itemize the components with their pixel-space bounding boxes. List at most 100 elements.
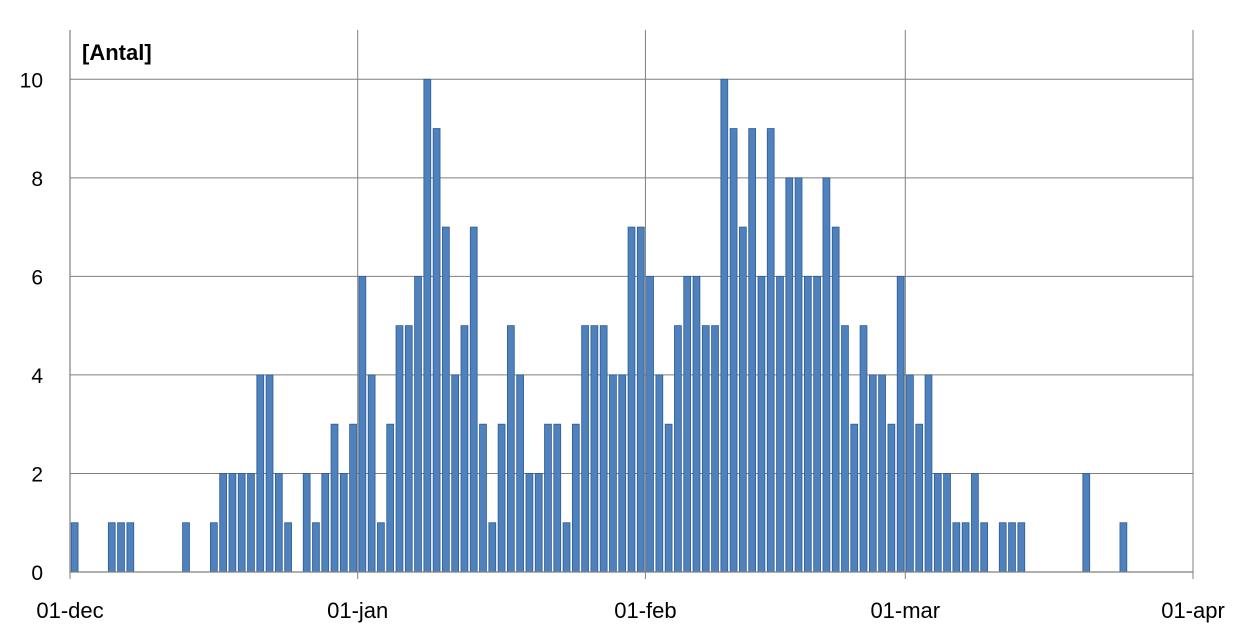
bar: [442, 226, 450, 573]
bar: [182, 522, 190, 573]
bar: [850, 423, 859, 573]
bar: [739, 226, 747, 573]
bar: [655, 374, 664, 573]
bar: [302, 473, 311, 573]
bar: [803, 275, 812, 573]
bar: [395, 325, 404, 573]
y-tick-label: 10: [20, 69, 43, 92]
bar: [627, 226, 636, 573]
bar: [980, 522, 989, 573]
bar: [766, 128, 775, 573]
bar: [674, 325, 682, 573]
bar: [896, 275, 905, 573]
bar: [961, 522, 970, 573]
bar: [321, 473, 330, 573]
bar: [618, 374, 627, 573]
bar: [841, 325, 849, 573]
bar: [339, 473, 348, 573]
bar: [404, 325, 413, 573]
bar: [813, 275, 821, 573]
bar-series: [70, 78, 1128, 573]
bar: [933, 473, 942, 573]
bar: [228, 473, 237, 573]
bar: [367, 374, 376, 573]
bar: [349, 423, 357, 573]
bar: [683, 275, 692, 573]
bar: [906, 374, 914, 573]
bar: [117, 522, 125, 573]
bar: [599, 325, 608, 573]
bar: [1119, 522, 1128, 573]
bar: [720, 78, 729, 573]
bar: [497, 423, 506, 573]
bar: [237, 473, 246, 573]
x-tick-label: 01-feb: [614, 598, 676, 623]
bar: [915, 423, 924, 573]
bar: [785, 177, 794, 573]
y-tick-label: 8: [31, 168, 43, 191]
axes: [69, 30, 1194, 579]
bar: [878, 374, 886, 573]
bar: [553, 423, 562, 573]
bar: [859, 325, 868, 573]
bar: [534, 473, 543, 573]
bar: [460, 325, 469, 573]
x-tick-label: 01-dec: [36, 598, 103, 623]
bar: [757, 275, 766, 573]
bar: [377, 522, 385, 573]
bar: [423, 78, 432, 573]
x-tick-label: 01-apr: [1161, 598, 1225, 623]
bar: [330, 423, 339, 573]
bar: [776, 275, 784, 573]
bar: [831, 226, 840, 573]
bar: [581, 325, 589, 573]
bar: [358, 275, 367, 573]
bar: [507, 325, 515, 573]
x-tick-label: 01-mar: [870, 598, 940, 623]
bar: [488, 522, 497, 573]
bar: [219, 473, 227, 573]
bar: [924, 374, 933, 573]
bar: [1017, 522, 1026, 573]
bar: [525, 473, 534, 573]
bar: [748, 128, 756, 573]
bar: [414, 275, 422, 573]
vertical-gridlines: [357, 30, 1194, 572]
bar: [432, 128, 441, 573]
bar: [247, 473, 255, 573]
bar: [126, 522, 135, 573]
bar: [887, 423, 896, 573]
y-tick-label: 4: [31, 365, 43, 388]
bar: [562, 522, 571, 573]
bar: [971, 473, 979, 573]
bar: [664, 423, 673, 573]
bar: [1082, 473, 1091, 573]
bar: [701, 325, 710, 573]
bar: [822, 177, 831, 573]
bar: [107, 522, 116, 573]
bar: [998, 522, 1007, 573]
bar: [274, 473, 283, 573]
bar: [479, 423, 487, 573]
y-tick-labels: 0 2 4 6 8 10: [20, 69, 44, 585]
bar: [571, 423, 580, 573]
bar: [1008, 522, 1016, 573]
bar: [794, 177, 803, 573]
bar: [943, 473, 951, 573]
bar: [692, 275, 701, 573]
bar: [952, 522, 961, 573]
bar: [210, 522, 218, 573]
x-tick-labels: 01-dec 01-jan 01-feb 01-mar 01-apr: [36, 598, 1224, 623]
bar: [451, 374, 460, 573]
bar: [469, 226, 478, 573]
bar: [312, 522, 320, 573]
bar: [265, 374, 274, 573]
bar: [386, 423, 395, 573]
y-axis-label: [Antal]: [82, 40, 152, 65]
bar: [646, 275, 654, 573]
y-tick-label: 6: [31, 266, 43, 289]
bar: [516, 374, 524, 573]
y-tick-label: 0: [31, 562, 43, 585]
bar: [284, 522, 292, 573]
